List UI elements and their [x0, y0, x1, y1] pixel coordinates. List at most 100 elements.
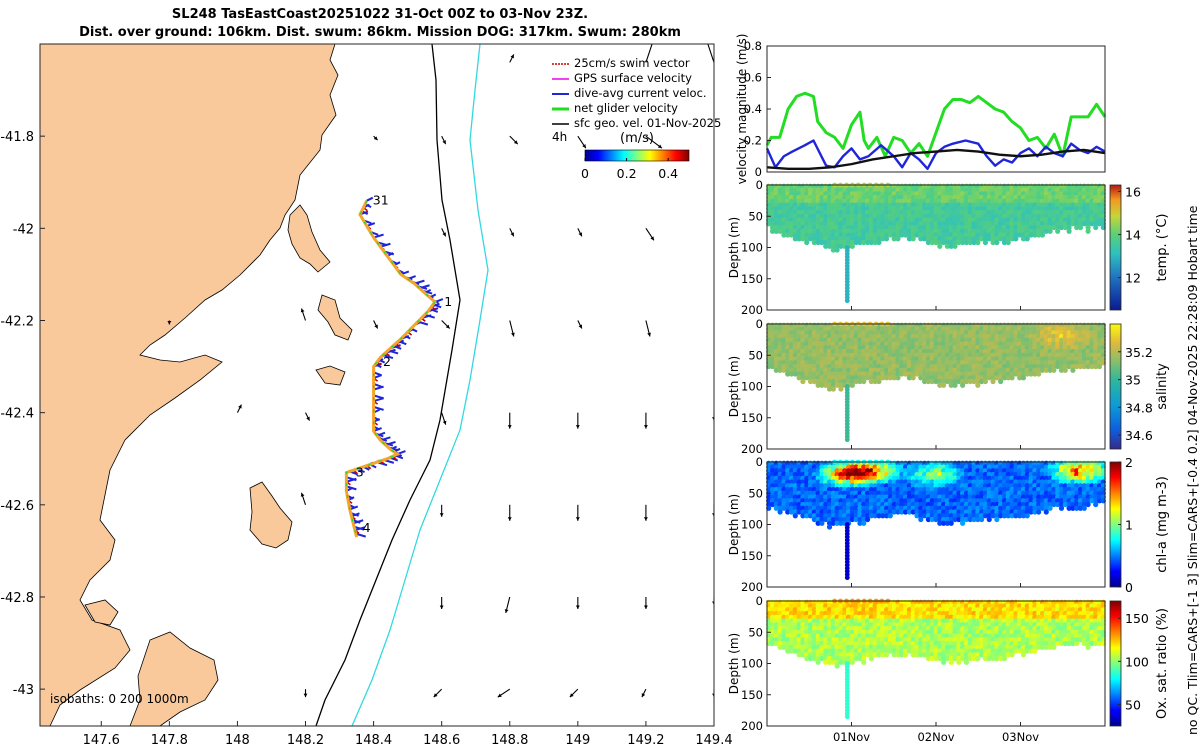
section-dot — [819, 206, 825, 212]
section-dot — [1066, 202, 1072, 208]
section-dot — [906, 232, 912, 238]
section-dot — [933, 221, 939, 227]
section-dot — [929, 326, 935, 332]
section-dot — [910, 206, 916, 212]
section-dot — [910, 333, 916, 340]
section-dot — [876, 228, 882, 234]
section-dot — [1020, 228, 1027, 234]
section-dot — [979, 228, 985, 234]
section-dot — [1051, 221, 1057, 227]
section-dot — [918, 345, 924, 351]
sfc-geo-arrowhead — [442, 420, 447, 425]
section-dot — [823, 367, 829, 373]
section-dot — [918, 333, 924, 340]
section-dot — [792, 360, 798, 366]
section-dot — [823, 348, 829, 355]
section-dot — [1001, 198, 1008, 204]
section-dot — [842, 206, 848, 212]
section-dot — [804, 337, 810, 343]
section-dot — [1066, 206, 1072, 212]
section-dot — [960, 224, 966, 231]
colorbar-label: temp. (°C) — [1155, 214, 1170, 282]
section-dot — [921, 206, 928, 212]
section-dot — [994, 516, 1000, 523]
section-dot — [880, 194, 886, 201]
section-dot — [830, 228, 836, 234]
section-dot — [1001, 217, 1008, 223]
section-dot — [792, 236, 798, 242]
section-dot — [952, 228, 958, 234]
section-dot — [918, 330, 924, 336]
section-dot — [823, 191, 829, 197]
section-dot — [883, 337, 890, 343]
section-dot — [956, 194, 962, 201]
section-dot — [773, 356, 779, 362]
section-dot — [1001, 187, 1008, 193]
section-dot — [834, 228, 840, 234]
section-dot — [849, 187, 855, 193]
section-dot — [807, 360, 814, 366]
section-dot — [864, 345, 871, 351]
sfc-geo-vector — [645, 44, 653, 63]
section-dot — [804, 187, 810, 193]
section-dot — [1024, 198, 1030, 204]
section-dot — [781, 194, 787, 201]
map-y-tick-label: -43 — [13, 683, 34, 698]
section-dot — [1089, 206, 1095, 212]
section-dot — [971, 213, 977, 219]
section-dot — [804, 228, 810, 234]
section-dot — [941, 348, 947, 355]
section-dot — [1024, 206, 1030, 212]
section-dot — [891, 360, 897, 366]
section-dot — [842, 371, 848, 377]
section-dot — [895, 224, 901, 231]
section-dot — [960, 206, 966, 212]
section-dot — [918, 363, 924, 370]
section-dot — [823, 337, 829, 343]
section-dot — [952, 382, 958, 388]
section-dot — [1058, 194, 1065, 201]
section-dot — [830, 247, 836, 253]
section-dot — [925, 206, 931, 212]
section-dot — [1051, 202, 1057, 208]
section-dot — [769, 224, 776, 231]
map-x-tick-label: 148.6 — [423, 733, 460, 748]
section-dot — [819, 341, 825, 347]
section-dot — [872, 228, 878, 234]
section-dot — [845, 337, 852, 343]
section-dot — [944, 239, 951, 246]
section-dot — [864, 516, 871, 523]
section-dot — [921, 236, 928, 242]
section-dot — [796, 224, 802, 231]
section-dot — [796, 363, 802, 370]
section-dot — [982, 213, 989, 219]
section-dot — [1032, 198, 1038, 204]
section-dot — [868, 206, 874, 212]
section-dot — [1047, 209, 1053, 216]
section-dot — [895, 363, 901, 370]
section-dot — [921, 345, 928, 351]
section-dot — [880, 348, 886, 355]
section-dot — [830, 360, 836, 366]
section-dot — [1009, 221, 1015, 227]
section-dot — [902, 206, 909, 212]
section-dot — [819, 520, 825, 526]
section-dot — [921, 375, 928, 381]
section-dot — [872, 206, 878, 212]
section-dot — [830, 375, 836, 381]
section-dot — [1077, 194, 1084, 201]
section-dot — [834, 330, 840, 336]
section-dot — [933, 206, 939, 212]
section-dot — [933, 333, 939, 340]
legend-dive: dive-avg current veloc. — [574, 86, 707, 100]
section-dot — [899, 217, 905, 223]
section-dot — [864, 356, 871, 362]
section-dot — [895, 213, 901, 219]
section-dot — [899, 330, 905, 336]
section-dot — [1005, 198, 1011, 204]
section-dot — [838, 352, 844, 358]
section-dot — [826, 386, 833, 392]
section-dot — [921, 333, 928, 340]
